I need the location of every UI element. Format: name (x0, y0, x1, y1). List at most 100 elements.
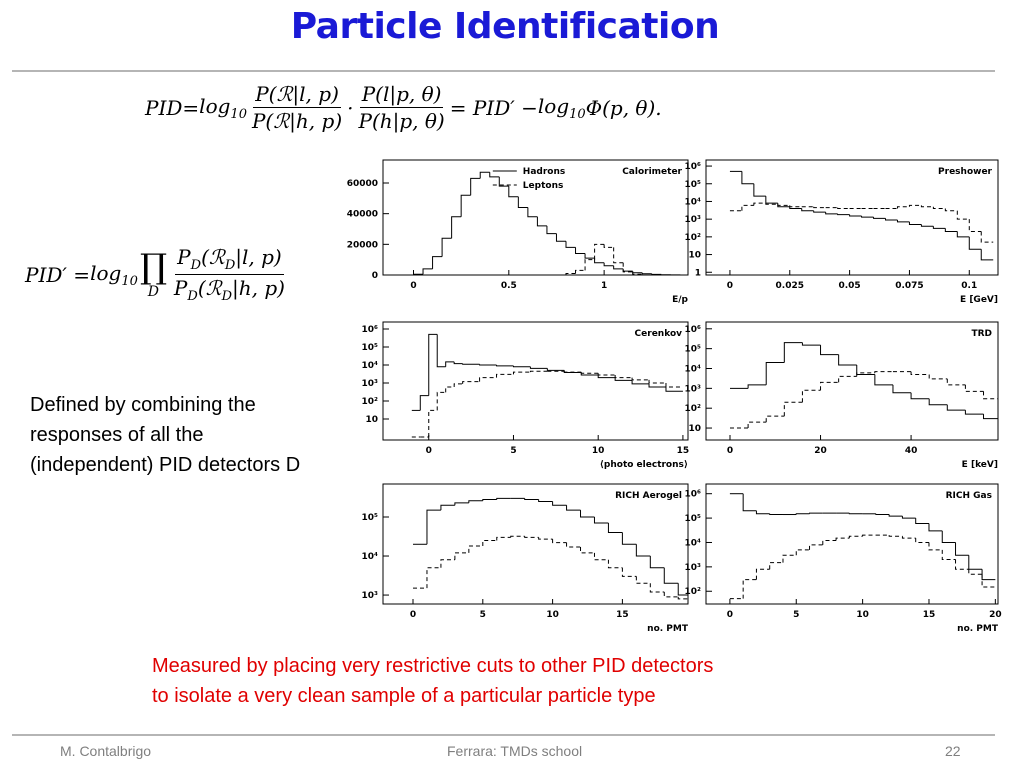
fraction: PD(ℛD|l, p) PD(ℛD|h, p) (172, 245, 287, 304)
histogram-bin (755, 568, 770, 580)
histogram-bin (801, 389, 821, 403)
histogram-bin (981, 574, 996, 588)
subscripted: PD (174, 276, 198, 304)
x-tick-label: 15 (677, 446, 690, 456)
histogram-bin (622, 262, 633, 273)
histogram-bin (848, 535, 863, 539)
histogram-bin (641, 272, 652, 275)
subscript: 10 (230, 106, 247, 122)
subscript: 10 (569, 106, 586, 122)
plot-area (729, 170, 994, 261)
histogram-bin (603, 262, 614, 267)
histogram-bin (862, 534, 876, 537)
x-tick-label: 10 (592, 446, 605, 456)
histogram-bin (613, 247, 624, 264)
subscripted: log10 (538, 94, 586, 122)
histogram-bin (422, 268, 433, 275)
histogram-bin (765, 203, 778, 205)
x-axis-label: E [GeV] (960, 295, 998, 305)
y-tick-label: 10⁴ (685, 197, 702, 207)
histogram-bin (769, 513, 783, 516)
histogram-bin (496, 536, 511, 541)
histogram-bin (419, 395, 429, 411)
histogram-bin (614, 374, 633, 379)
subscripted: PD (177, 245, 201, 273)
histogram-bin (479, 364, 497, 366)
histogram-bin (983, 391, 998, 400)
histogram-bin (621, 532, 637, 545)
histogram-bin (968, 569, 983, 575)
histogram-bin (765, 196, 778, 204)
histogram-bin (479, 377, 497, 382)
x-axis-label: ⟨photo electrons⟩ (600, 460, 688, 470)
histogram-bin (795, 549, 810, 556)
x-tick-label: 5 (480, 610, 486, 620)
numerator: P(l|p, θ) (359, 82, 444, 108)
histogram-bin (901, 536, 916, 539)
histogram-bin (436, 391, 446, 411)
histogram-bin (765, 362, 785, 385)
histogram-bin (593, 516, 609, 524)
x-tick-label: 15 (616, 610, 629, 620)
y-tick-label: 20000 (347, 240, 378, 250)
panel-title: TRD (971, 329, 992, 339)
histogram-bin (820, 345, 839, 356)
histogram-bin (428, 409, 438, 437)
histogram-bin (451, 216, 462, 239)
histogram-bin (524, 498, 539, 501)
histogram-bin (575, 247, 586, 255)
histogram-bin (575, 269, 586, 274)
histogram-bin (641, 274, 652, 275)
histogram-bin (468, 500, 483, 503)
histogram-bin (837, 213, 850, 216)
histogram-bin (594, 243, 605, 260)
histogram-bin (607, 559, 623, 569)
formula: PID = log10 P(ℛ|l, p) P(ℛ|h, p) · P(l|p, θ)… (145, 82, 662, 133)
y-tick-label: 10⁴ (362, 361, 379, 371)
formula-text: PID (145, 95, 183, 120)
histogram-bin (789, 206, 802, 210)
footer-author: M. Contalbrigo (60, 743, 152, 759)
plot-frame (705, 159, 999, 276)
histogram-bin (955, 559, 969, 570)
plot-frame (382, 321, 689, 441)
histogram-bin (632, 271, 643, 274)
histogram-bin (849, 214, 862, 217)
histogram-bin (440, 504, 455, 511)
histogram-bin (426, 509, 441, 545)
histogram-bin (498, 176, 509, 187)
footer-rule (12, 734, 995, 736)
plot-frame (382, 159, 689, 276)
subscripted: log10 (199, 94, 247, 122)
histogram-bin (782, 554, 797, 563)
histogram-bin (479, 171, 490, 179)
plot-area (413, 171, 681, 275)
formula-text: ℛ (205, 276, 222, 300)
histogram-bin (955, 542, 969, 556)
histogram-bin (837, 207, 850, 210)
y-tick-label: 0 (372, 271, 378, 281)
histogram-bin (580, 547, 595, 554)
subscripted: log10 (90, 261, 138, 289)
y-tick-label: 10⁵ (685, 514, 702, 524)
plot-frame (705, 483, 999, 605)
denominator: PD(ℛD|h, p) (172, 275, 287, 304)
x-tick-label: 0 (426, 446, 432, 456)
histogram-bin (822, 540, 837, 545)
y-tick-label: 1 (695, 268, 701, 278)
subscripted: ℛD (205, 276, 232, 304)
formula-text: log (537, 93, 570, 118)
histogram-bin (928, 374, 948, 380)
histogram-bin (915, 518, 929, 524)
formula-group: PD(ℛD|h, p) (174, 276, 285, 304)
histogram-bin (538, 499, 553, 502)
histogram-bin (529, 366, 548, 369)
histogram-panel: 0 20 40 10 10² 10³ 10⁴ 10⁵ 10⁶ E [keV] TRD (685, 321, 999, 470)
histogram-bin (928, 523, 943, 532)
plot-frame (705, 321, 999, 441)
x-tick-label: 0.5 (501, 281, 517, 291)
subscript: D (224, 258, 236, 273)
histogram-bin (813, 210, 826, 213)
histogram-bin (489, 172, 500, 178)
histogram-bin (908, 204, 922, 207)
